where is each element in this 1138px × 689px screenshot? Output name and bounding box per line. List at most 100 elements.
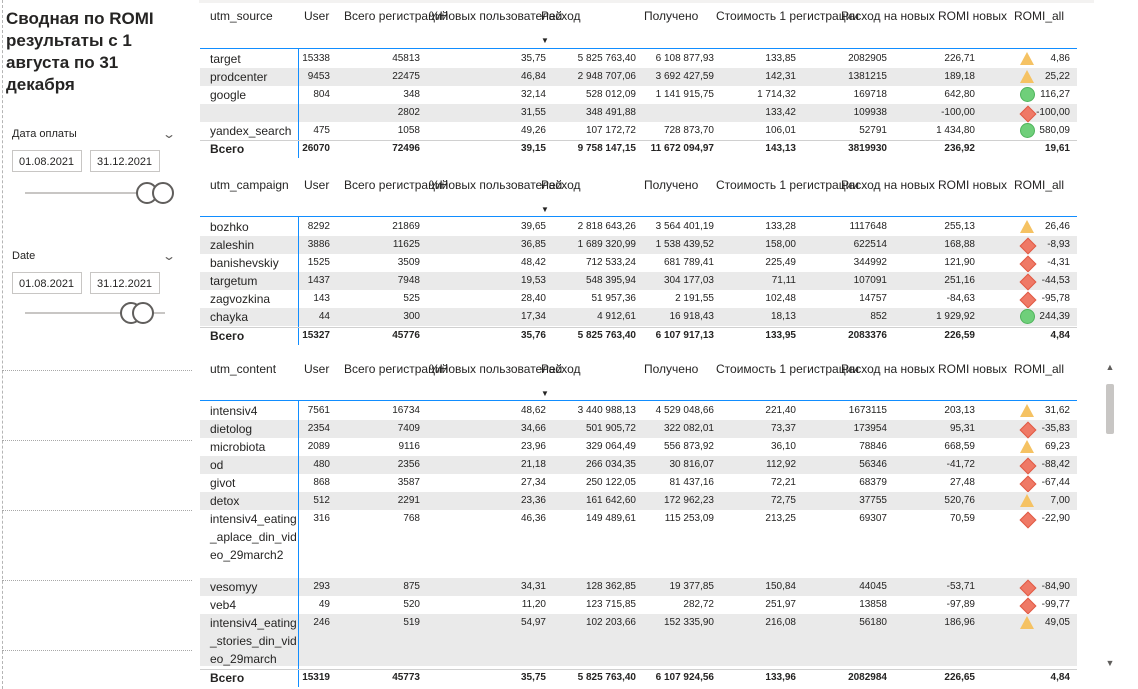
table-row[interactable]: 2802 31,55 348 491,88 133,42 109938 -100,00 -1… [200, 104, 1077, 123]
table-row[interactable]: zagvozkina 143 525 28,40 51 957,36 2 191,55 10… [200, 290, 1077, 309]
column-header[interactable]: utm_source [210, 9, 273, 23]
cell-value: 27,48 [949, 477, 975, 488]
table-scrollbar[interactable]: ▲ ▼ [1103, 358, 1117, 674]
column-header[interactable]: Расход [541, 178, 581, 192]
column-header[interactable]: ROMI новых [938, 178, 1007, 192]
total-label: Всего [210, 329, 245, 343]
column-header[interactable]: %Новых пользователей [429, 362, 563, 376]
scroll-down-icon[interactable]: ▼ [1105, 658, 1115, 668]
column-header[interactable]: Расход на новых [841, 362, 935, 376]
romi-all-value: 7,00 [1050, 495, 1070, 506]
column-header[interactable]: Всего регистраций [344, 9, 449, 23]
payment-date-slicer[interactable]: Дата оплаты ⌄ 01.08.2021 31.12.2021 [12, 127, 178, 204]
column-header[interactable]: User [304, 362, 330, 376]
table-row[interactable]: banishevskiy 1525 3509 48,42 712 533,24 681 7… [200, 254, 1077, 273]
column-header[interactable]: User [304, 178, 330, 192]
table-row[interactable]: givot 868 3587 27,34 250 122,05 81 437,16 72,2… [200, 474, 1077, 493]
cell-value: 46,84 [520, 71, 546, 82]
row-label: vesomyy [210, 580, 258, 594]
header-underline [200, 400, 1077, 401]
cell-value: 1 929,92 [936, 311, 975, 322]
matrix-table-1[interactable]: utm_source User Всего регистраций %Новых по… [200, 8, 1077, 158]
column-header[interactable]: ROMI новых [938, 362, 1007, 376]
slider-track[interactable] [25, 192, 165, 194]
matrix-table-3[interactable]: utm_content User Всего регистраций %Новых п… [200, 361, 1077, 687]
cell-value: 16 918,43 [669, 311, 715, 322]
table-row[interactable]: detox 512 2291 23,36 161 642,60 172 962,23 72,… [200, 492, 1077, 510]
column-header[interactable]: Расход на новых [841, 9, 935, 23]
table-row[interactable]: intensiv4_eating_stories_din_video_29mar… [200, 614, 1077, 666]
total-value: 236,92 [944, 143, 975, 154]
table-row[interactable]: veb4 49 520 11,20 123 715,85 282,72 251,97 1385… [200, 596, 1077, 615]
table-row[interactable]: od 480 2356 21,18 266 034,35 30 816,07 112,92 5… [200, 456, 1077, 475]
table-row[interactable]: dietolog 2354 7409 34,66 501 905,72 322 082,0… [200, 420, 1077, 439]
row-label: google [210, 88, 247, 102]
cell-value: 13858 [859, 599, 887, 610]
slider-track[interactable] [25, 312, 165, 314]
chevron-down-icon[interactable]: ⌄ [161, 249, 177, 263]
table-row[interactable]: intensiv4 7561 16734 48,62 3 440 988,13 4 529… [200, 402, 1077, 420]
slider-handle-end[interactable] [132, 302, 154, 324]
column-header[interactable]: ROMI новых [938, 9, 1007, 23]
slider-handle-end[interactable] [152, 182, 174, 204]
cell-value: 112,92 [766, 459, 796, 470]
cell-value: 70,59 [949, 513, 975, 524]
table-row[interactable]: zaleshin 3886 11625 36,85 1 689 320,99 1 538 … [200, 236, 1077, 255]
column-header[interactable]: Стоимость 1 регистрации [716, 9, 859, 23]
table-row[interactable]: chayka 44 300 17,34 4 912,61 16 918,43 18,13 85… [200, 308, 1077, 326]
table-row[interactable]: targetum 1437 7948 19,53 548 395,94 304 177,0… [200, 272, 1077, 291]
table-row[interactable]: intensiv4_eating_aplace_din_video_29marc… [200, 510, 1077, 578]
column-header[interactable]: Стоимость 1 регистрации [716, 178, 859, 192]
scroll-thumb[interactable] [1106, 384, 1114, 434]
column-header[interactable]: Стоимость 1 регистрации [716, 362, 859, 376]
column-header[interactable]: %Новых пользователей [429, 178, 563, 192]
matrix-table-2[interactable]: utm_campaign User Всего регистраций %Новых … [200, 177, 1077, 345]
date-slicer[interactable]: Date ⌄ 01.08.2021 31.12.2021 [12, 249, 178, 324]
table-row[interactable]: microbiota 2089 9116 23,96 329 064,49 556 873… [200, 438, 1077, 456]
table-row[interactable]: google 804 348 32,14 528 012,09 1 141 915,75 1… [200, 86, 1077, 104]
cell-value: 2354 [307, 423, 330, 434]
column-header[interactable]: Получено [644, 178, 699, 192]
table-row[interactable]: target 15338 45813 35,75 5 825 763,40 6 108 8… [200, 50, 1077, 68]
cell-value: 7409 [397, 423, 420, 434]
column-header[interactable]: Всего регистраций [344, 178, 449, 192]
total-value: 15327 [302, 330, 330, 341]
table-header: utm_campaign User Всего регистраций %Новых … [200, 177, 1077, 215]
frozen-column-divider [298, 400, 299, 687]
total-value: 15319 [302, 672, 330, 683]
scroll-up-icon[interactable]: ▲ [1105, 362, 1115, 372]
end-date-input[interactable]: 31.12.2021 [90, 272, 160, 294]
cell-value: 519 [403, 617, 420, 628]
frozen-column-divider [298, 216, 299, 345]
sort-desc-icon[interactable]: ▼ [541, 389, 549, 398]
start-date-input[interactable]: 01.08.2021 [12, 150, 82, 172]
sort-desc-icon[interactable]: ▼ [541, 205, 549, 214]
column-header[interactable]: Получено [644, 362, 699, 376]
cell-value: 2291 [397, 495, 420, 506]
column-header[interactable]: Расход на новых [841, 178, 935, 192]
cell-value: 668,59 [944, 441, 975, 452]
column-header[interactable]: Расход [541, 9, 581, 23]
column-header[interactable]: utm_content [210, 362, 277, 376]
column-header[interactable]: ROMI_all [1014, 178, 1065, 192]
column-header[interactable]: Всего регистраций [344, 362, 449, 376]
cell-value: 133,28 [765, 221, 796, 232]
sort-desc-icon[interactable]: ▼ [541, 36, 549, 45]
chevron-down-icon[interactable]: ⌄ [161, 127, 177, 141]
column-header[interactable]: utm_campaign [210, 178, 289, 192]
column-header[interactable]: User [304, 9, 330, 23]
column-header[interactable]: Получено [644, 9, 699, 23]
column-header[interactable]: %Новых пользователей [429, 9, 563, 23]
table-row[interactable]: vesomyy 293 875 34,31 128 362,85 19 377,85 150… [200, 578, 1077, 597]
total-value: 45776 [392, 330, 420, 341]
column-header[interactable]: ROMI_all [1014, 9, 1065, 23]
cell-value: 1 538 439,52 [655, 239, 714, 250]
end-date-input[interactable]: 31.12.2021 [90, 150, 160, 172]
start-date-input[interactable]: 01.08.2021 [12, 272, 82, 294]
column-header[interactable]: Расход [541, 362, 581, 376]
column-header[interactable]: ROMI_all [1014, 362, 1065, 376]
table-row[interactable]: bozhko 8292 21869 39,65 2 818 643,26 3 564 40… [200, 218, 1077, 236]
table-row[interactable]: yandex_search 475 1058 49,26 107 172,72 728 8… [200, 122, 1077, 140]
cell-value: 11625 [392, 239, 420, 250]
table-row[interactable]: prodcenter 9453 22475 46,84 2 948 707,06 3 69… [200, 68, 1077, 86]
